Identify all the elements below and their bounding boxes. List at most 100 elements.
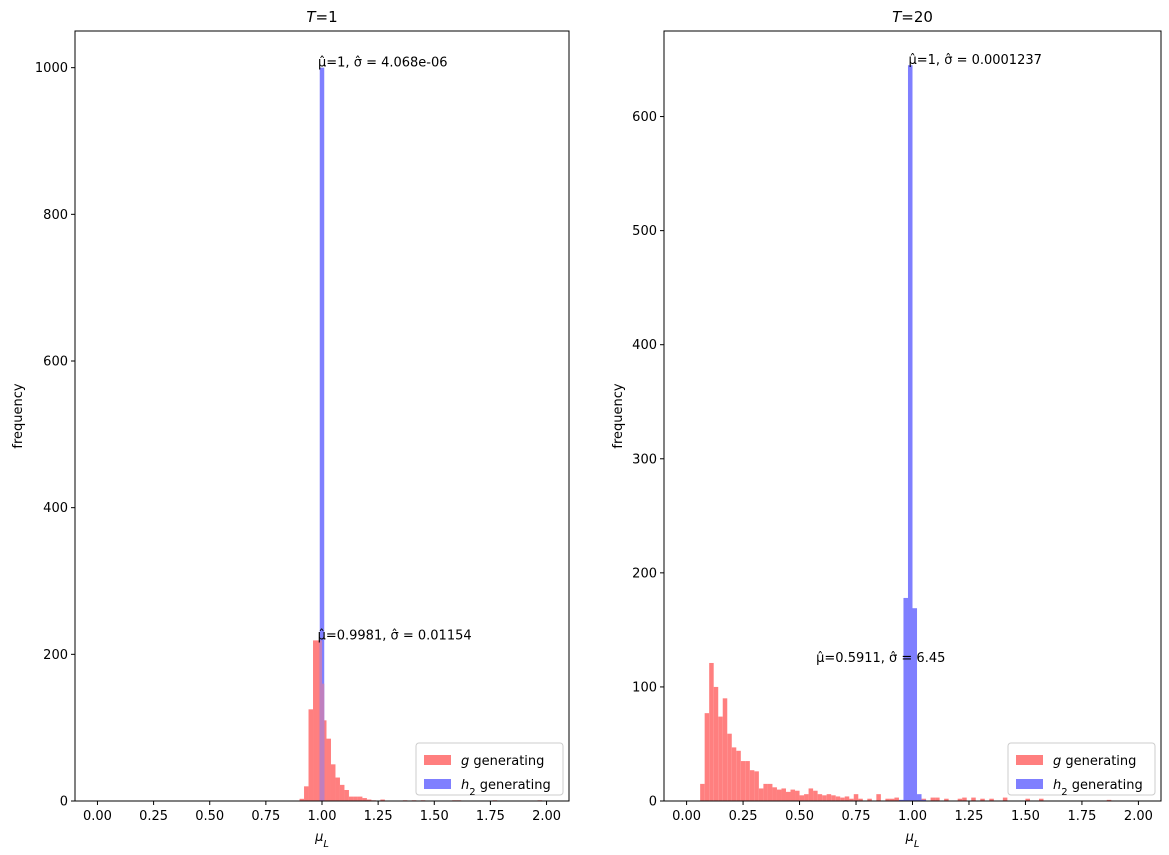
x-tick-label: 1.75 — [1067, 809, 1096, 824]
bar — [357, 796, 363, 801]
bar — [709, 662, 714, 801]
legend-label: g generating — [461, 754, 544, 769]
bar — [758, 788, 764, 801]
y-tick-label: 500 — [632, 224, 657, 239]
y-tick-label: 100 — [632, 680, 657, 695]
series-h2 — [898, 65, 927, 802]
chart-title: T=1 — [306, 8, 337, 26]
bar — [844, 796, 850, 801]
x-ticks: 0.00 0.25 0.50 0.75 1.00 1.25 1.50 1.75 2.00 — [83, 801, 561, 824]
x-tick-label: 2.00 — [1124, 809, 1153, 824]
bar — [898, 799, 904, 801]
y-axis-label: frequency — [11, 383, 26, 449]
bar — [1025, 798, 1030, 801]
bar — [772, 787, 777, 801]
bar — [804, 794, 809, 801]
x-tick-label: 0.00 — [672, 809, 701, 824]
y-tick-label: 0 — [60, 795, 68, 810]
bar — [718, 716, 723, 801]
bar — [980, 798, 985, 801]
y-tick-label: 0 — [649, 795, 657, 810]
bar — [795, 790, 800, 801]
histogram-panel-t20: 0.00 0.25 0.50 0.75 1.00 1.25 1.50 1.75 2.00 0 100… — [611, 8, 1162, 850]
bar — [754, 771, 759, 801]
legend-label: h2 generating — [461, 778, 551, 798]
bar — [944, 798, 949, 801]
bar — [781, 788, 786, 801]
bar — [831, 795, 836, 801]
bar — [858, 798, 863, 801]
bar — [849, 798, 854, 801]
y-tick-label: 600 — [632, 110, 657, 125]
legend: g generating h2 generating — [415, 742, 564, 798]
bar — [722, 698, 728, 801]
bar — [745, 761, 750, 801]
overlap-bars — [319, 640, 325, 801]
bar — [727, 733, 732, 801]
bar — [308, 709, 314, 801]
bar — [767, 783, 773, 801]
legend-box — [415, 742, 564, 796]
bar — [813, 790, 818, 801]
y-tick-label: 300 — [632, 452, 657, 467]
x-tick-label: 1.50 — [1011, 809, 1040, 824]
bar — [304, 786, 309, 801]
x-tick-label: 0.25 — [139, 809, 168, 824]
bar — [799, 795, 805, 801]
bar — [330, 764, 336, 801]
legend: g generating h2 generating — [1007, 742, 1156, 798]
bar — [894, 797, 899, 801]
y-tick-label: 400 — [43, 501, 68, 516]
bar — [912, 608, 918, 801]
bar — [299, 798, 305, 801]
bar — [930, 797, 936, 801]
x-tick-label: 1.25 — [955, 809, 984, 824]
bar — [348, 796, 354, 801]
bar — [1039, 798, 1044, 801]
bar — [785, 791, 791, 801]
bar — [339, 784, 345, 801]
legend-swatch — [424, 755, 451, 765]
bar — [867, 798, 872, 801]
bar — [822, 795, 827, 801]
bar — [885, 798, 890, 801]
bar — [700, 783, 705, 801]
legend-label: g generating — [1053, 754, 1136, 769]
annotation: μ̂=0.9981, σ̂ = 0.01154 — [318, 628, 472, 643]
legend-box — [1007, 742, 1156, 796]
x-ticks: 0.00 0.25 0.50 0.75 1.00 1.25 1.50 1.75 2.00 — [672, 801, 1153, 824]
bar — [704, 713, 710, 801]
y-tick-label: 800 — [43, 208, 68, 223]
bar — [1106, 799, 1112, 801]
y-tick-label: 1000 — [35, 61, 68, 76]
bar — [817, 794, 823, 801]
bar — [362, 798, 367, 801]
histogram-panel-t1: 0.00 0.25 0.50 0.75 1.00 1.25 1.50 1.75 2.00 0 200… — [11, 8, 570, 850]
bar — [326, 738, 331, 801]
bar — [989, 798, 994, 801]
series-h2 — [319, 67, 325, 802]
bar — [763, 783, 768, 801]
bar — [962, 797, 967, 801]
annotation: μ̂=1, σ̂ = 4.068e-06 — [318, 56, 448, 71]
bar — [313, 640, 318, 801]
x-tick-label: 0.50 — [195, 809, 224, 824]
bar — [853, 794, 859, 801]
overlap-bar — [319, 640, 322, 801]
bar — [380, 799, 385, 801]
x-tick-label: 1.00 — [898, 809, 927, 824]
x-axis-label: μL — [905, 830, 920, 850]
bar — [353, 796, 358, 801]
bar — [335, 777, 340, 801]
bar — [917, 794, 922, 801]
x-tick-label: 1.50 — [420, 809, 449, 824]
bar — [749, 770, 755, 801]
legend-swatch — [1016, 755, 1043, 765]
bar — [790, 789, 796, 801]
chart-title: T=20 — [892, 8, 933, 26]
legend-swatch — [424, 779, 451, 789]
x-tick-label: 1.25 — [364, 809, 393, 824]
annotation: μ̂=1, σ̂ = 0.0001237 — [909, 53, 1042, 68]
bar — [1002, 797, 1008, 801]
annotation: μ̂=0.5911, σ̂ = 6.45 — [816, 651, 945, 666]
